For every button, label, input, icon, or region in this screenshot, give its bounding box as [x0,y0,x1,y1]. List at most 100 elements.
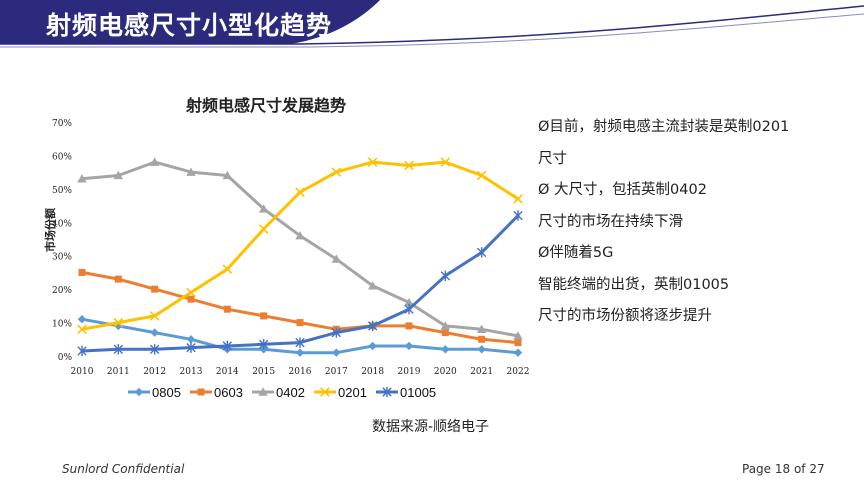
data-point-0402 [476,324,487,333]
footer-page-number: Page 18 of 27 [742,462,825,476]
title-banner: 射频电感尺寸小型化趋势 [0,0,864,48]
data-point-01005 [295,337,305,348]
y-tick-label: 50% [52,186,72,196]
y-tick-label: 20% [52,286,72,296]
data-point-01005 [113,344,124,355]
y-tick-label: 0% [58,353,73,363]
data-point-0603 [441,329,449,337]
data-point-0603 [260,312,268,320]
data-point-0402 [513,331,523,340]
data-point-0402 [331,254,342,263]
data-point-0402 [186,167,196,176]
data-point-01005 [367,320,378,332]
data-point-0201 [149,311,160,321]
data-point-0603 [514,339,522,347]
data-point-01005 [404,304,414,315]
x-tick-label: 2019 [398,367,421,377]
data-point-0805 [441,345,450,354]
y-tick-label: 70% [52,119,72,129]
legend-label-0805: 0805 [152,385,181,400]
data-point-01005 [222,340,233,352]
x-tick-label: 2013 [180,367,203,377]
x-tick-label: 2015 [252,367,275,377]
title-banner-graphic [0,0,864,48]
x-tick-label: 2022 [507,367,530,377]
x-tick-label: 2017 [325,367,348,377]
data-point-0201 [440,157,451,167]
bullet-line: Ø目前，射频电感主流封装是英制0201 [538,119,790,135]
bullet-line: 尺寸 [538,150,567,167]
bullet-line: Ø 大尺寸，包括英制0402 [538,182,707,198]
legend-label-0603: 0603 [214,385,243,400]
data-point-0201 [331,167,342,177]
legend-marker-0603 [197,388,205,396]
data-point-0805 [332,348,341,357]
data-point-01005 [258,339,269,350]
footer-confidential: Sunlord Confidential [62,462,185,476]
data-point-0201 [513,194,523,204]
data-point-0805 [77,315,87,324]
legend-label-0402: 0402 [276,385,305,400]
data-point-0201 [476,170,487,181]
series-line-0201 [80,160,520,331]
x-tick-label: 2010 [71,367,94,377]
data-point-0201 [367,157,378,167]
y-tick-label: 10% [52,320,72,330]
x-tick-label: 2016 [289,367,312,377]
bullet-line: 尺寸的市场份额将逐步提升 [538,308,712,324]
bullet-line: 智能终端的出货，英制01005 [538,276,730,293]
data-point-0805 [368,341,377,351]
x-tick-label: 2012 [143,367,166,377]
y-tick-label: 40% [52,219,72,229]
data-point-0603 [223,305,231,313]
x-tick-label: 2014 [216,367,239,377]
legend-label-01005: 01005 [400,385,436,400]
x-tick-label: 2018 [361,367,384,377]
data-point-0402 [295,230,305,240]
data-point-0805 [186,335,196,344]
data-point-01005 [331,327,342,338]
data-point-0402 [367,281,378,290]
data-point-0805 [404,341,414,351]
data-point-0201 [258,224,269,234]
bullet-list: Ø目前，射频电感主流封装是英制0201 尺寸 Ø 大尺寸，包括英制0402 尺寸… [538,112,848,333]
legend-marker-0201 [320,387,330,397]
data-point-0603 [151,285,159,293]
data-point-0402 [440,321,451,330]
data-point-01005 [77,345,87,357]
x-tick-label: 2020 [434,367,457,377]
data-point-01005 [440,270,451,281]
x-tick-label: 2021 [470,367,493,377]
legend-marker-0805 [134,387,144,397]
data-point-0805 [477,345,486,354]
data-point-01005 [186,342,196,353]
y-tick-label: 60% [52,152,72,162]
data-point-0402 [149,157,160,166]
slide-title: 射频电感尺寸小型化趋势 [46,11,333,40]
data-point-0603 [405,322,413,330]
data-point-0201 [222,264,233,274]
data-point-0603 [296,319,304,327]
data-point-0805 [295,348,305,357]
chart-title: 射频电感尺寸发展趋势 [186,96,347,115]
data-point-0805 [150,328,159,337]
x-tick-label: 2011 [107,367,130,377]
y-tick-label: 30% [52,253,72,263]
data-point-0603 [187,295,195,303]
bullet-line: Ø伴随着5G [538,245,614,261]
legend-label-0201: 0201 [338,385,367,400]
data-point-0805 [513,348,523,357]
legend-marker-01005 [382,386,392,398]
data-point-0201 [186,287,196,298]
data-point-0402 [258,204,269,213]
data-point-01005 [513,210,523,221]
data-point-0402 [77,174,87,183]
data-point-0201 [404,160,414,171]
bullet-line: 尺寸的市场在持续下滑 [538,213,683,230]
data-point-0402 [113,170,124,180]
data-point-01005 [149,344,160,355]
data-point-0201 [295,187,305,197]
data-point-0603 [114,275,122,283]
legend-marker-0402 [258,387,268,396]
